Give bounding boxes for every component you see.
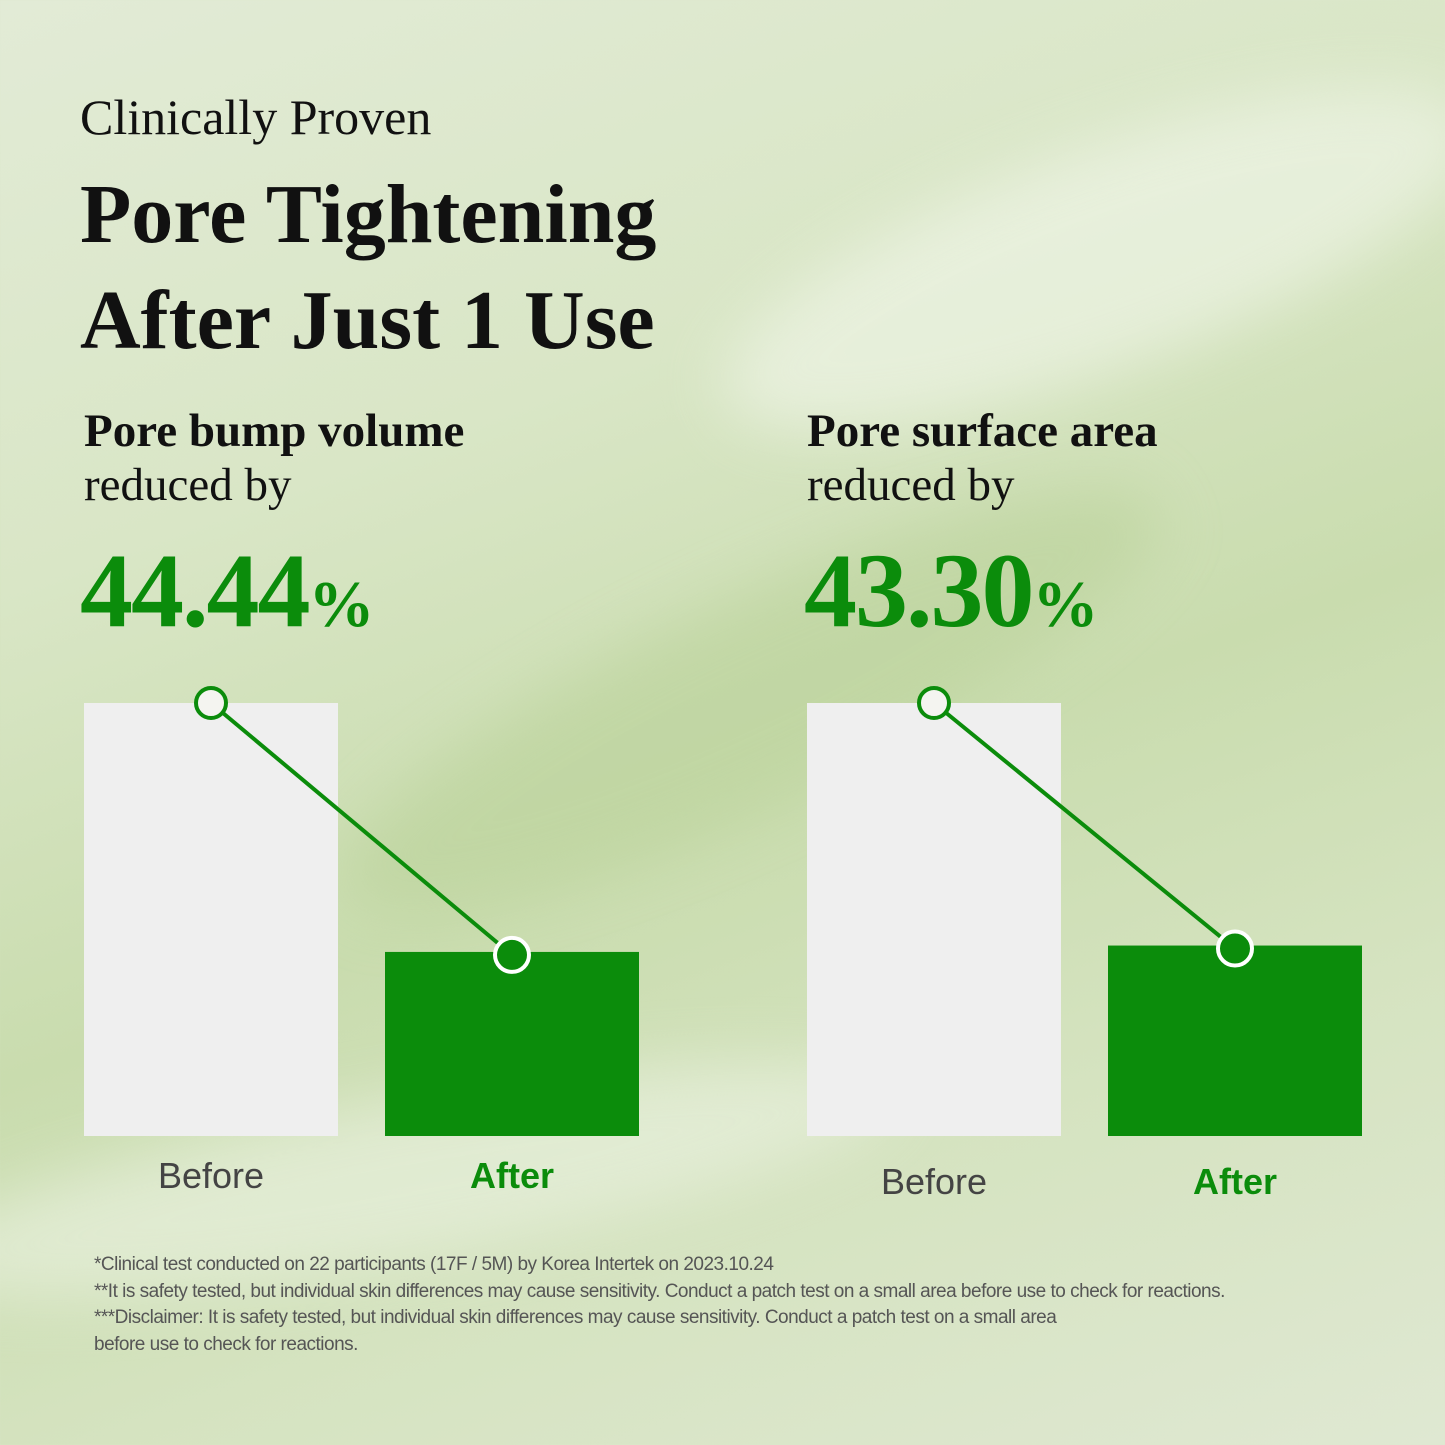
chart-1-label-after: After bbox=[469, 1155, 554, 1196]
chart-2-value: 43.30 bbox=[804, 532, 1034, 649]
chart-2-headline: 43.30% bbox=[804, 530, 1099, 652]
footnotes: *Clinical test conducted on 22 participa… bbox=[94, 1252, 1225, 1358]
chart-1-title: Pore bump volume bbox=[84, 405, 465, 457]
footnote: **It is safety tested, but individual sk… bbox=[94, 1280, 1225, 1302]
chart-2-unit: % bbox=[1032, 568, 1099, 641]
footnote: before use to check for reactions. bbox=[94, 1333, 358, 1355]
chart-2-bar-after bbox=[1108, 945, 1362, 1136]
footnote: ***Disclaimer: It is safety tested, but … bbox=[94, 1307, 1057, 1328]
chart-2-marker-after bbox=[1216, 929, 1254, 968]
chart-2-label-before: Before bbox=[880, 1161, 988, 1202]
chart-1-trend-line bbox=[209, 701, 514, 957]
chart-1-unit: % bbox=[308, 568, 375, 641]
chart-1-subtitle: reduced by bbox=[84, 459, 292, 511]
chart-2-marker-before bbox=[917, 686, 951, 720]
chart-1-heading: Pore bump volume reduced by bbox=[84, 404, 464, 512]
footnote: *Clinical test conducted on 22 participa… bbox=[94, 1254, 774, 1275]
title-line-2: After Just 1 Use bbox=[80, 274, 655, 367]
chart-1-label-before: Before bbox=[157, 1155, 265, 1196]
chart-2-trend-line bbox=[932, 701, 1237, 951]
title-line-1: Pore Tightening bbox=[80, 168, 657, 261]
chart-2-heading: Pore surface area reduced by bbox=[807, 404, 1158, 512]
chart-1-value: 44.44 bbox=[80, 532, 310, 649]
chart-2-bar-before bbox=[807, 703, 1061, 1136]
eyebrow: Clinically Proven bbox=[80, 89, 432, 145]
chart-1-headline: 44.44% bbox=[80, 530, 375, 652]
chart-1-bar-before bbox=[84, 703, 338, 1136]
chart-2-title: Pore surface area bbox=[807, 405, 1158, 457]
chart-1-bar-after bbox=[385, 951, 639, 1136]
chart-1-marker-before bbox=[194, 686, 228, 720]
chart-2-label-after: After bbox=[1192, 1161, 1277, 1202]
page-title: Pore Tightening After Just 1 Use bbox=[80, 162, 656, 374]
chart-2-subtitle: reduced by bbox=[807, 459, 1015, 511]
chart-1-marker-after bbox=[493, 935, 531, 974]
